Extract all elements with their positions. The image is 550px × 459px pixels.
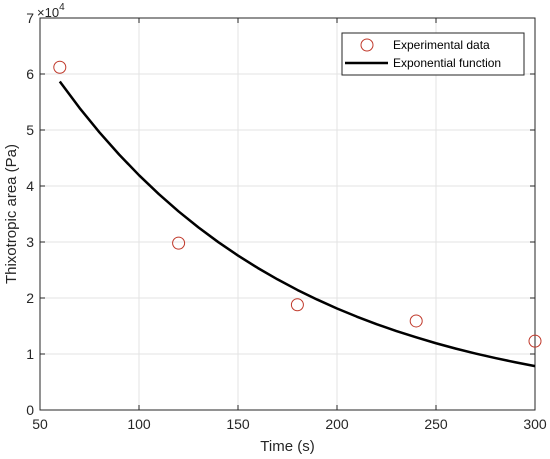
x-tick-label: 200 [325, 416, 349, 432]
y-tick-label: 2 [26, 290, 34, 306]
y-axis-multiplier: ×104 [37, 2, 65, 20]
x-tick-label: 100 [127, 416, 151, 432]
x-tick-label: 300 [523, 416, 547, 432]
data-point-experimental [172, 236, 186, 250]
data-point-experimental [409, 314, 423, 328]
legend: Experimental data Exponential function [341, 32, 525, 76]
y-tick-label: 5 [26, 122, 34, 138]
y-tick-label: 7 [26, 10, 34, 26]
legend-label-exponential: Exponential function [393, 56, 501, 70]
legend-marker-experimental [360, 38, 374, 52]
x-tick-label: 50 [32, 416, 48, 432]
series [53, 60, 542, 368]
y-tick-label: 6 [26, 66, 34, 82]
y-tick-label: 4 [26, 178, 34, 194]
y-tick-label: 1 [26, 346, 34, 362]
data-point-experimental [290, 298, 304, 312]
data-point-experimental [528, 334, 542, 348]
grid [39, 17, 536, 411]
y-tick-label: 3 [26, 234, 34, 250]
axis-ticks [39, 17, 536, 411]
y-axis-tick-labels: 0 1 2 3 4 5 6 7 [26, 10, 34, 418]
x-tick-label: 150 [226, 416, 250, 432]
data-point-experimental [53, 60, 67, 74]
plot-area-border [39, 17, 536, 411]
x-axis-tick-labels: 50 100 150 200 250 300 [32, 416, 547, 432]
series-line-exponential [58, 80, 536, 368]
x-tick-label: 250 [424, 416, 448, 432]
x-axis-label: Time (s) [260, 438, 314, 455]
y-tick-label: 0 [26, 402, 34, 418]
legend-label-experimental: Experimental data [393, 38, 490, 52]
legend-box [341, 32, 525, 76]
y-axis-label: Thixotropic area (Pa) [3, 144, 20, 284]
